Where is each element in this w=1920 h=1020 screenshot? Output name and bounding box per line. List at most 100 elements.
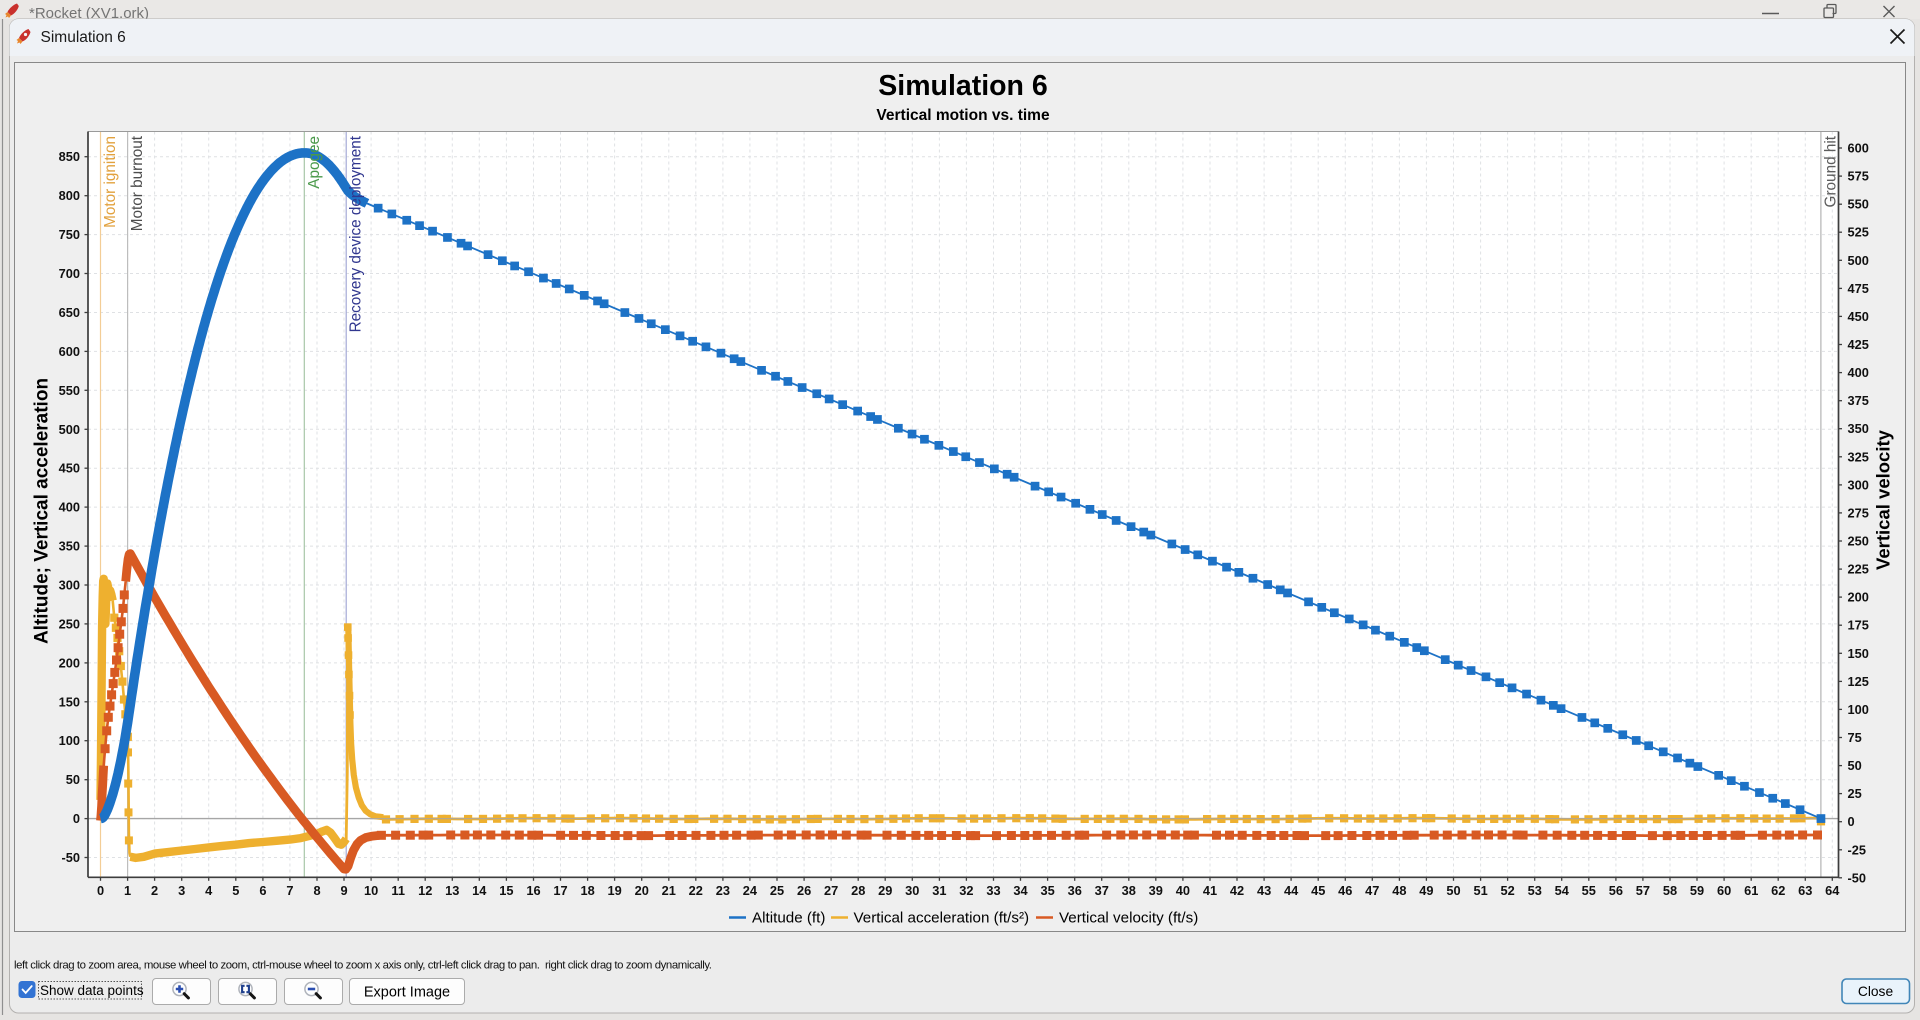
svg-text:250: 250 (59, 616, 80, 631)
svg-text:64: 64 (1825, 883, 1840, 898)
svg-text:Recovery device deployment: Recovery device deployment (348, 135, 365, 332)
svg-text:-50: -50 (62, 850, 81, 865)
svg-text:Motor burnout: Motor burnout (129, 135, 146, 231)
svg-text:400: 400 (1848, 365, 1869, 380)
svg-text:400: 400 (59, 500, 80, 515)
svg-text:300: 300 (1848, 477, 1869, 492)
svg-text:225: 225 (1848, 562, 1869, 577)
svg-text:38: 38 (1122, 883, 1136, 898)
svg-text:Vertical velocity (ft/s): Vertical velocity (ft/s) (1059, 910, 1198, 927)
svg-text:600: 600 (1848, 141, 1869, 156)
svg-text:100: 100 (1848, 702, 1869, 717)
svg-text:35: 35 (1040, 883, 1054, 898)
svg-text:50: 50 (1848, 758, 1862, 773)
svg-text:475: 475 (1848, 281, 1869, 296)
svg-text:11: 11 (391, 883, 405, 898)
svg-text:375: 375 (1848, 393, 1869, 408)
svg-text:59: 59 (1690, 883, 1704, 898)
svg-text:Apogee: Apogee (306, 136, 323, 189)
svg-text:58: 58 (1663, 883, 1677, 898)
svg-text:55: 55 (1582, 883, 1596, 898)
svg-text:49: 49 (1419, 883, 1433, 898)
svg-text:7: 7 (286, 883, 293, 898)
svg-text:22: 22 (689, 883, 703, 898)
svg-text:9: 9 (340, 883, 347, 898)
svg-text:150: 150 (1848, 646, 1869, 661)
svg-text:37: 37 (1095, 883, 1109, 898)
svg-text:550: 550 (59, 383, 80, 398)
svg-text:56: 56 (1609, 883, 1623, 898)
svg-text:Vertical velocity: Vertical velocity (1873, 429, 1894, 570)
svg-text:46: 46 (1338, 883, 1352, 898)
svg-text:8: 8 (313, 883, 320, 898)
svg-text:750: 750 (59, 227, 80, 242)
svg-text:500: 500 (59, 422, 80, 437)
svg-text:600: 600 (59, 344, 80, 359)
svg-text:850: 850 (59, 149, 80, 164)
svg-text:16: 16 (526, 883, 540, 898)
svg-text:650: 650 (59, 305, 80, 320)
svg-text:36: 36 (1068, 883, 1082, 898)
svg-text:300: 300 (59, 578, 80, 593)
svg-text:60: 60 (1717, 883, 1731, 898)
svg-text:Simulation 6: Simulation 6 (878, 70, 1047, 102)
svg-text:Altitude; Vertical acceleratio: Altitude; Vertical acceleration (32, 378, 53, 644)
svg-text:left click drag to zoom area,: left click drag to zoom area, mouse whee… (14, 960, 712, 972)
svg-text:57: 57 (1636, 883, 1650, 898)
svg-text:6: 6 (259, 883, 266, 898)
svg-text:4: 4 (205, 883, 213, 898)
svg-text:150: 150 (59, 694, 80, 709)
svg-text:23: 23 (716, 883, 730, 898)
svg-text:34: 34 (1013, 883, 1028, 898)
svg-text:54: 54 (1555, 883, 1570, 898)
svg-text:*Rocket (XV1.ork): *Rocket (XV1.ork) (29, 5, 149, 22)
svg-text:550: 550 (1848, 197, 1869, 212)
svg-text:2: 2 (151, 883, 158, 898)
svg-text:Vertical acceleration (ft/s²): Vertical acceleration (ft/s²) (854, 910, 1030, 927)
svg-text:Simulation 6: Simulation 6 (41, 29, 126, 46)
svg-text:275: 275 (1848, 505, 1869, 520)
svg-text:51: 51 (1473, 883, 1487, 898)
svg-text:75: 75 (1848, 730, 1862, 745)
svg-text:15: 15 (499, 883, 513, 898)
svg-text:20: 20 (635, 883, 649, 898)
svg-text:19: 19 (607, 883, 621, 898)
svg-text:50: 50 (1446, 883, 1460, 898)
svg-text:125: 125 (1848, 674, 1869, 689)
svg-text:32: 32 (959, 883, 973, 898)
svg-text:42: 42 (1230, 883, 1244, 898)
svg-text:Motor ignition: Motor ignition (102, 136, 119, 228)
svg-text:0: 0 (1848, 814, 1855, 829)
svg-text:21: 21 (662, 883, 676, 898)
svg-text:17: 17 (553, 883, 567, 898)
svg-text:62: 62 (1771, 883, 1785, 898)
svg-text:200: 200 (59, 655, 80, 670)
svg-text:50: 50 (66, 772, 80, 787)
svg-text:450: 450 (59, 461, 80, 476)
svg-text:Close: Close (1858, 984, 1894, 999)
svg-text:12: 12 (418, 883, 432, 898)
svg-text:0: 0 (97, 883, 104, 898)
svg-text:53: 53 (1528, 883, 1542, 898)
svg-text:325: 325 (1848, 449, 1869, 464)
svg-text:Vertical motion vs. time: Vertical motion vs. time (876, 107, 1050, 124)
svg-text:40: 40 (1176, 883, 1190, 898)
svg-text:425: 425 (1848, 337, 1869, 352)
svg-text:25: 25 (1848, 786, 1862, 801)
svg-text:14: 14 (472, 883, 487, 898)
svg-text:-50: -50 (1848, 870, 1867, 885)
svg-text:61: 61 (1744, 883, 1758, 898)
svg-text:39: 39 (1149, 883, 1163, 898)
svg-text:1: 1 (124, 883, 131, 898)
svg-text:575: 575 (1848, 169, 1869, 184)
svg-text:52: 52 (1500, 883, 1514, 898)
svg-text:Show data points: Show data points (40, 983, 144, 998)
svg-text:5: 5 (232, 883, 239, 898)
svg-text:Altitude (ft): Altitude (ft) (752, 910, 825, 927)
svg-text:525: 525 (1848, 225, 1869, 240)
svg-text:48: 48 (1392, 883, 1406, 898)
svg-text:13: 13 (445, 883, 459, 898)
svg-text:10: 10 (364, 883, 378, 898)
svg-text:41: 41 (1203, 883, 1217, 898)
svg-text:29: 29 (878, 883, 892, 898)
